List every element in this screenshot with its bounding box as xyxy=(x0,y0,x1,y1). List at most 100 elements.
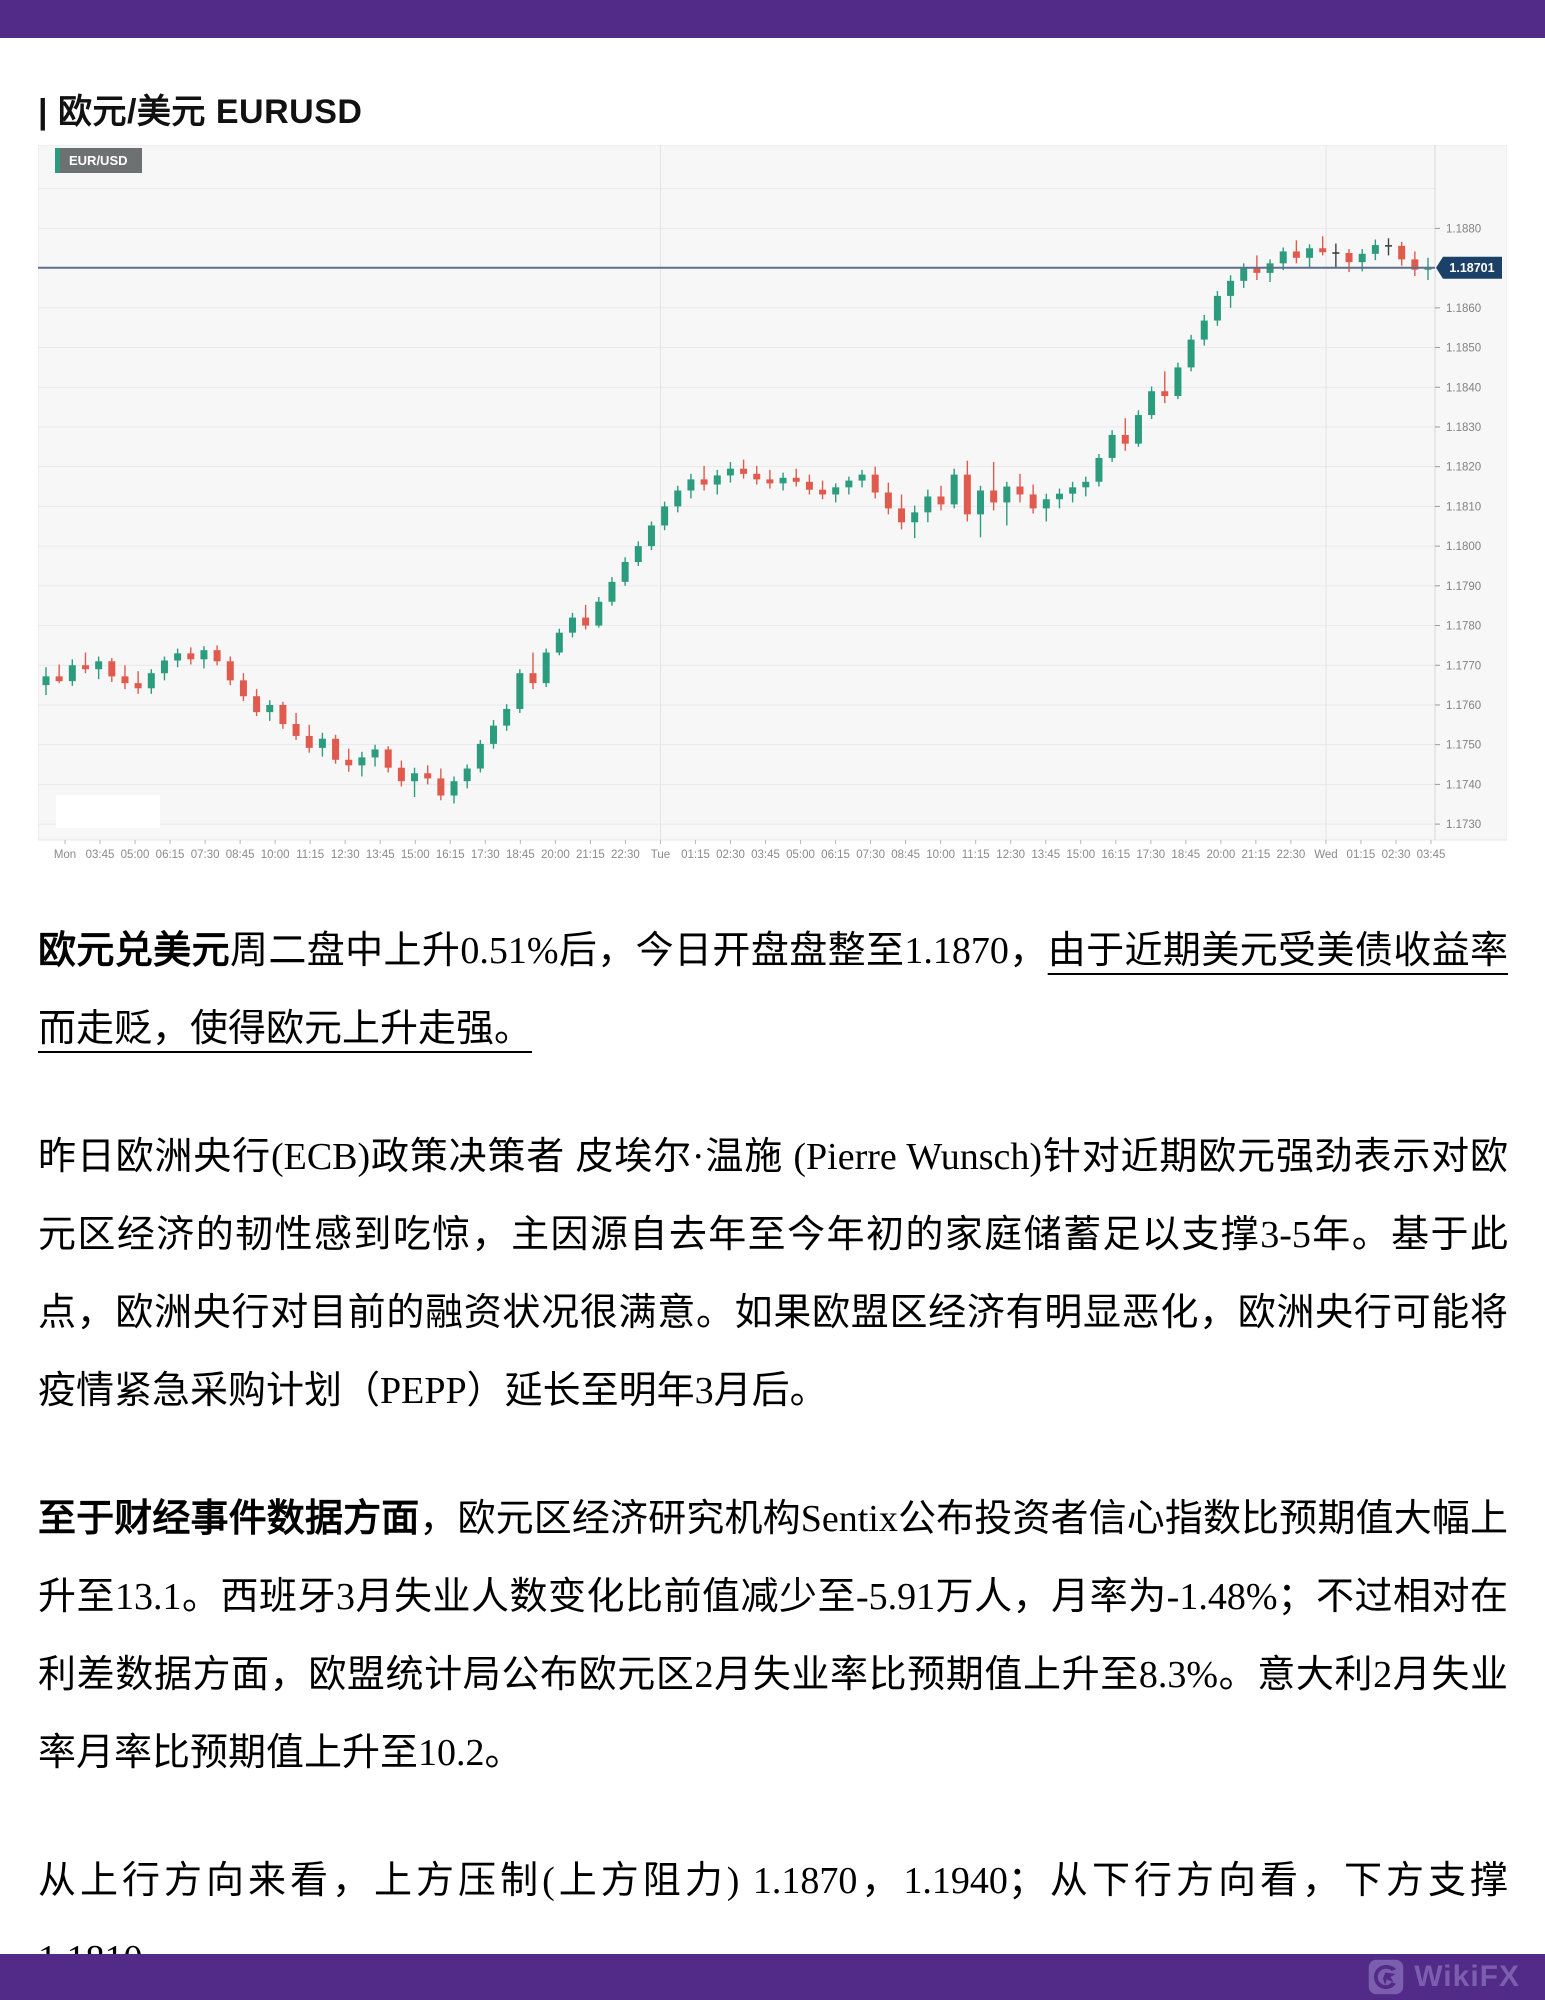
candle xyxy=(555,632,563,653)
candle xyxy=(568,617,576,633)
candle xyxy=(1345,253,1353,263)
x-axis-label: 13:45 xyxy=(1031,849,1060,861)
candle xyxy=(147,673,155,689)
x-axis-label: 22:30 xyxy=(1277,849,1306,861)
candle xyxy=(845,480,853,488)
candle xyxy=(1148,391,1156,416)
x-axis-label: 18:45 xyxy=(506,849,535,861)
candle xyxy=(976,490,984,515)
paragraph-segment: 周二盘中上升0.51%后，今日开盘盘整至1.1870， xyxy=(229,930,1048,972)
paragraph-segment: 至于财经事件数据方面 xyxy=(38,1498,420,1540)
paragraph-segment: 欧元兑美元 xyxy=(38,930,230,972)
candle xyxy=(503,708,511,726)
candle xyxy=(634,546,642,562)
x-axis-label: 02:30 xyxy=(1382,849,1411,861)
candle xyxy=(187,653,195,660)
y-axis-label: 1.1850 xyxy=(1446,343,1481,355)
candle xyxy=(950,474,958,505)
candle xyxy=(160,660,168,674)
x-axis-label: 15:00 xyxy=(401,849,430,861)
x-axis-label: 17:30 xyxy=(1136,849,1165,861)
candle xyxy=(108,661,116,677)
paragraph-segment: 由于近期美元受美债收益率而走贬，使得欧元上升走强。 xyxy=(38,930,1508,1050)
symbol-accent-bar xyxy=(55,148,60,173)
candle xyxy=(832,487,840,495)
x-axis-label: 21:15 xyxy=(576,849,605,861)
candle xyxy=(937,496,945,505)
y-axis-label: 1.1780 xyxy=(1446,621,1481,633)
x-axis-label: 01:15 xyxy=(681,849,710,861)
x-axis-label: 03:45 xyxy=(86,849,115,861)
candle xyxy=(1332,252,1340,254)
candle xyxy=(292,724,300,736)
x-axis-label: Wed xyxy=(1314,849,1337,861)
x-axis-label: 03:45 xyxy=(751,849,780,861)
y-axis-label: 1.1770 xyxy=(1446,660,1481,672)
candle xyxy=(1016,486,1024,495)
x-axis-label: 07:30 xyxy=(856,849,885,861)
candle xyxy=(805,481,813,490)
candle xyxy=(1253,268,1261,273)
x-axis-label: 11:15 xyxy=(962,849,990,861)
y-axis-label: 1.1760 xyxy=(1446,700,1481,712)
candle xyxy=(490,725,498,744)
x-axis-label: 20:00 xyxy=(1206,849,1235,861)
candle xyxy=(1108,434,1116,458)
candle xyxy=(95,661,103,670)
x-axis-label: 15:00 xyxy=(1066,849,1095,861)
candle xyxy=(661,506,669,526)
candle xyxy=(647,525,655,547)
candle xyxy=(516,673,524,709)
candle xyxy=(898,508,906,523)
candle xyxy=(239,680,247,697)
candle xyxy=(1292,251,1300,258)
candle xyxy=(1240,268,1248,281)
x-axis-label: 18:45 xyxy=(1171,849,1200,861)
candle xyxy=(424,773,432,779)
candle xyxy=(345,759,353,766)
candle xyxy=(819,489,827,495)
candlestick-chart: Mon 03:45 05:00 06:15 07:30 08:45 10:00 11:15 12… xyxy=(38,145,1507,861)
last-price-label: 1.18701 xyxy=(1449,261,1494,275)
candle xyxy=(253,696,261,713)
candle xyxy=(726,468,734,476)
candle xyxy=(1319,248,1327,253)
candle xyxy=(753,473,761,480)
candle xyxy=(1306,248,1314,258)
y-axis-label: 1.1880 xyxy=(1446,223,1481,235)
candle xyxy=(779,477,787,484)
paragraph: 从上行方向来看，上方压制(上方阻力) 1.1870，1.1940；从下行方向看，… xyxy=(38,1842,1508,1998)
candle xyxy=(200,650,208,660)
x-axis-label: 12:30 xyxy=(331,849,360,861)
candle xyxy=(1055,493,1063,500)
candle xyxy=(81,665,89,670)
candle xyxy=(450,781,458,796)
candle xyxy=(1069,487,1077,494)
candle xyxy=(305,735,313,748)
x-axis: Mon 03:45 05:00 06:15 07:30 08:45 10:00 11:15 12… xyxy=(54,840,1445,861)
candle xyxy=(1200,320,1208,340)
candle xyxy=(1161,391,1169,396)
candle xyxy=(529,673,537,684)
paragraph-segment: 昨日欧洲央行(ECB)政策决策者 皮埃尔·温施 (Pierre Wunsch)针… xyxy=(38,1136,1508,1412)
watermark-cover xyxy=(56,795,160,828)
paragraph-segment: 从上行方向来看，上方压制(上方阻力) 1.1870，1.1940；从下行方向看，… xyxy=(38,1860,1508,1980)
candle xyxy=(1279,251,1287,264)
candle xyxy=(55,676,63,682)
candle xyxy=(924,496,932,513)
candle xyxy=(1385,245,1393,247)
paragraph: 至于财经事件数据方面，欧元区经济研究机构Sentix公布投资者信心指数比预期值大… xyxy=(38,1480,1508,1792)
candle xyxy=(1134,415,1142,444)
x-axis-label: 11:15 xyxy=(296,849,324,861)
y-axis-label: 1.1790 xyxy=(1446,581,1481,593)
candle xyxy=(1213,295,1221,321)
candle xyxy=(397,767,405,782)
last-price-badge xyxy=(1436,256,1502,279)
y-axis-label: 1.1810 xyxy=(1446,501,1481,513)
candles xyxy=(42,236,1432,804)
x-axis-label: 05:00 xyxy=(121,849,150,861)
candle xyxy=(608,581,616,602)
x-axis-label: 13:45 xyxy=(366,849,395,861)
x-axis-label: 17:30 xyxy=(471,849,500,861)
top-brand-bar xyxy=(0,0,1545,38)
